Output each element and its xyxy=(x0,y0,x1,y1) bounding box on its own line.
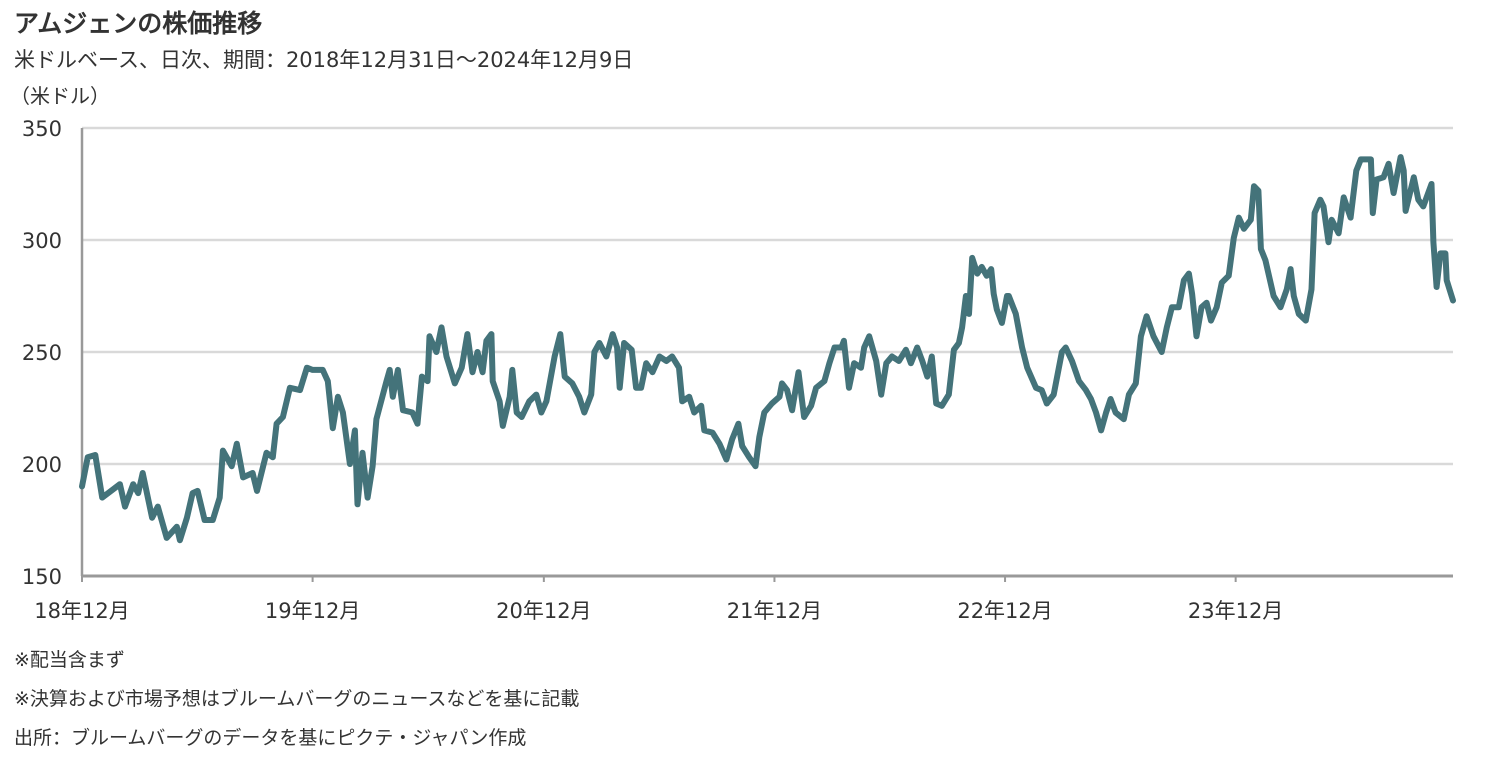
y-tick-label: 150 xyxy=(22,565,62,589)
x-tick-label: 20年12月 xyxy=(496,599,591,623)
y-tick-label: 300 xyxy=(22,229,62,253)
footnote-earnings: ※決算および市場予想はブルームバーグのニュースなどを基に記載 xyxy=(14,688,580,710)
y-tick-labels: 150 200 250 300 350 xyxy=(22,117,62,589)
chart-title: アムジェンの株価推移 xyxy=(14,9,263,38)
x-tick-label: 21年12月 xyxy=(727,599,822,623)
x-tick-label: 23年12月 xyxy=(1188,599,1283,623)
chart-subtitle: 米ドルベース、日次、期間：2018年12月31日～2024年12月9日 xyxy=(14,48,634,72)
y-tick-label: 350 xyxy=(22,117,62,141)
footnote-source: 出所：ブルームバーグのデータを基にピクテ・ジャパン作成 xyxy=(14,727,527,749)
y-tick-label: 200 xyxy=(22,453,62,477)
x-tick-label: 18年12月 xyxy=(34,599,129,623)
footnote-dividends: ※配当含まず xyxy=(14,649,125,671)
gridlines xyxy=(82,126,1453,466)
axes xyxy=(80,128,1453,582)
x-tick-labels: 18年12月 19年12月 20年12月 21年12月 22年12月 23年12月 xyxy=(34,599,1283,623)
x-tick-label: 22年12月 xyxy=(957,599,1052,623)
x-tick-label: 19年12月 xyxy=(265,599,360,623)
y-axis-unit-label: （米ドル） xyxy=(10,84,110,108)
y-tick-label: 250 xyxy=(22,341,62,365)
stock-price-line xyxy=(79,154,1456,544)
